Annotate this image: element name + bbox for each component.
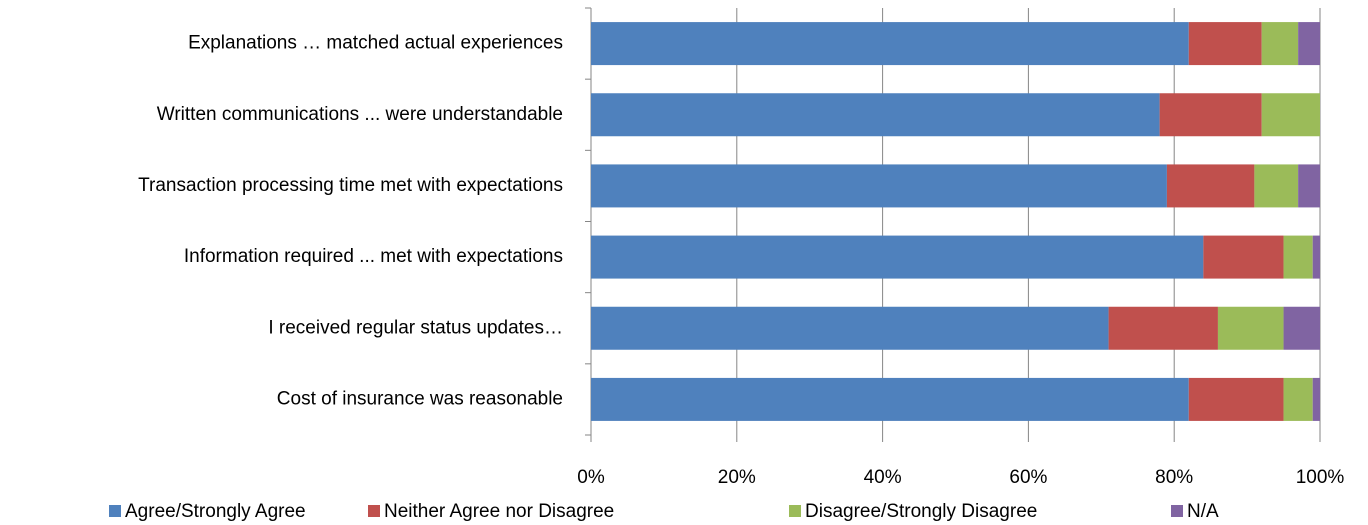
y-tick-label: Transaction processing time met with exp… [138, 175, 563, 196]
bar-segment [1283, 377, 1313, 421]
legend-label: Disagree/Strongly Disagree [805, 501, 1037, 522]
y-tick-label: Information required ... met with expect… [184, 246, 563, 267]
x-tick-label: 20% [718, 467, 756, 488]
bar-segment [591, 164, 1167, 208]
bar-segment [591, 235, 1204, 279]
legend-label: N/A [1187, 501, 1219, 522]
bar-segment [1312, 377, 1320, 421]
x-tick-label: 60% [1009, 467, 1047, 488]
bar-segment [1166, 164, 1255, 208]
legend-swatch [368, 505, 380, 517]
x-tick-label: 0% [577, 467, 605, 488]
bar-segment [1312, 235, 1320, 279]
bar-segment [1203, 235, 1284, 279]
x-tick-label: 40% [864, 467, 902, 488]
legend-label: Neither Agree nor Disagree [384, 501, 614, 522]
bar-segment [1108, 306, 1218, 350]
bar-segment [591, 93, 1160, 137]
bar-segment [591, 377, 1189, 421]
bar-segment [1254, 164, 1299, 208]
bar-segment [1298, 22, 1320, 66]
x-tick-label: 100% [1296, 467, 1345, 488]
bar-segment [1298, 164, 1320, 208]
bar-segment [1261, 22, 1299, 66]
bar-segment [1217, 306, 1284, 350]
y-tick-label: I received regular status updates… [268, 317, 563, 338]
bar-segment [1283, 306, 1320, 350]
bar-segment [1188, 22, 1262, 66]
legend-swatch [789, 505, 801, 517]
legend-swatch [1171, 505, 1183, 517]
bar-segment [1261, 93, 1320, 137]
bar-segment [1188, 377, 1284, 421]
y-tick-label: Cost of insurance was reasonable [277, 388, 563, 409]
legend-swatch [109, 505, 121, 517]
bar-segment [1283, 235, 1313, 279]
bar-segment [1159, 93, 1262, 137]
bar-segment [591, 22, 1189, 66]
legend-label: Agree/Strongly Agree [125, 501, 306, 522]
bar-segment [591, 306, 1109, 350]
x-tick-label: 80% [1155, 467, 1193, 488]
y-tick-label: Written communications ... were understa… [157, 104, 563, 125]
y-tick-label: Explanations … matched actual experience… [188, 33, 563, 54]
